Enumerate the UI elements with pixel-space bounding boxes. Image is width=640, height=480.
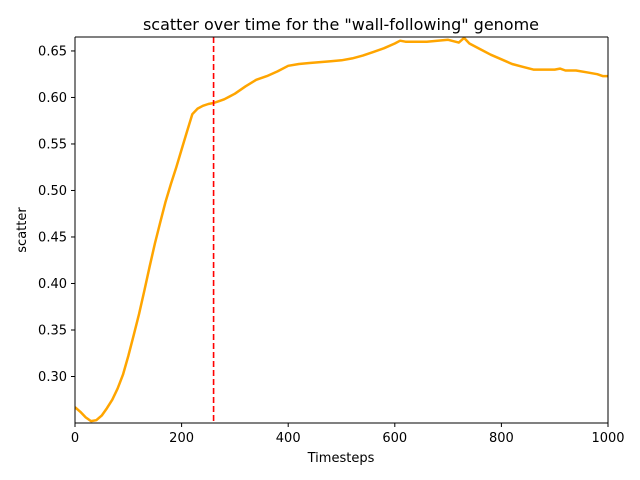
- x-axis: 0 200 400 600 800 1000: [71, 423, 625, 446]
- axes-frame: [74, 36, 609, 424]
- x-tick-label: 200: [169, 431, 194, 446]
- y-tick-label: 0.40: [38, 277, 67, 292]
- x-tick-label: 800: [489, 431, 514, 446]
- x-tick-label: 400: [276, 431, 301, 446]
- y-tick-label: 0.45: [38, 230, 67, 245]
- y-tick-label: 0.65: [38, 44, 67, 59]
- plot-area: [75, 37, 608, 423]
- y-tick-label: 0.50: [38, 184, 67, 199]
- series-line-0: [75, 37, 608, 423]
- y-tick-label: 0.55: [38, 137, 67, 152]
- y-tick-label: 0.30: [38, 370, 67, 385]
- y-axis: 0.30 0.35 0.40 0.45 0.50 0.55 0.60 0.65: [38, 44, 75, 385]
- x-tick-label: 0: [71, 431, 79, 446]
- chart-title: scatter over time for the "wall-followin…: [143, 15, 539, 34]
- y-tick-label: 0.60: [38, 91, 67, 106]
- y-tick-label: 0.35: [38, 323, 67, 338]
- x-axis-title: Timesteps: [307, 451, 375, 466]
- y-axis-title: scatter: [15, 207, 30, 253]
- x-tick-label: 1000: [591, 431, 624, 446]
- x-tick-label: 600: [382, 431, 407, 446]
